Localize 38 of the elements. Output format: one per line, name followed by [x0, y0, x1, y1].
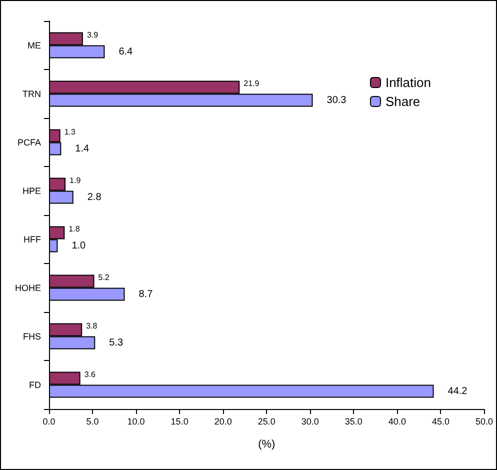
data-label: 1.8 — [68, 224, 80, 234]
x-tick-label: 45.0 — [432, 416, 450, 426]
x-tick-label: 0.0 — [42, 416, 56, 426]
data-label: 3.9 — [86, 30, 99, 40]
data-label: 3.6 — [84, 370, 96, 379]
legend-label: Share — [385, 94, 420, 109]
x-tick-label: 20.0 — [214, 416, 232, 426]
x-tick-label: 30.0 — [301, 416, 319, 426]
y-tick-label: HPE — [22, 186, 41, 196]
data-label: 44.2 — [448, 386, 468, 397]
x-tick-label: 35.0 — [344, 416, 362, 426]
x-axis-title: (%) — [258, 438, 276, 450]
y-tick-label: FHS — [23, 331, 41, 342]
x-tick-label: 40.0 — [388, 416, 406, 426]
data-label: 6.4 — [118, 46, 134, 58]
data-label: 3.8 — [86, 321, 98, 330]
data-label: 1.0 — [72, 240, 86, 252]
data-label: 2.8 — [87, 192, 102, 203]
y-tick-label: HFF — [24, 234, 42, 244]
x-tick-label: 25.0 — [258, 416, 276, 426]
x-tick-label: 10.0 — [127, 416, 145, 426]
y-tick-label: ME — [28, 40, 41, 50]
data-label: 5.2 — [98, 272, 110, 282]
data-label: 1.3 — [64, 127, 76, 136]
y-tick-label: FD — [29, 380, 42, 390]
data-label: 8.7 — [138, 288, 154, 300]
data-label: 1.9 — [70, 176, 82, 185]
data-label: 5.3 — [109, 337, 124, 348]
y-tick-label: TRN — [22, 88, 41, 99]
y-tick-label: HOHE — [14, 282, 41, 293]
legend-label: Inflation — [385, 75, 432, 90]
x-tick-label: 15.0 — [170, 416, 188, 426]
x-tick-label: 5.0 — [86, 416, 99, 426]
data-label: 1.4 — [75, 143, 90, 154]
x-tick-label: 50.0 — [475, 416, 494, 426]
data-label: 30.3 — [326, 94, 347, 106]
y-tick-label: PCFA — [17, 137, 41, 148]
data-label: 21.9 — [244, 78, 260, 88]
